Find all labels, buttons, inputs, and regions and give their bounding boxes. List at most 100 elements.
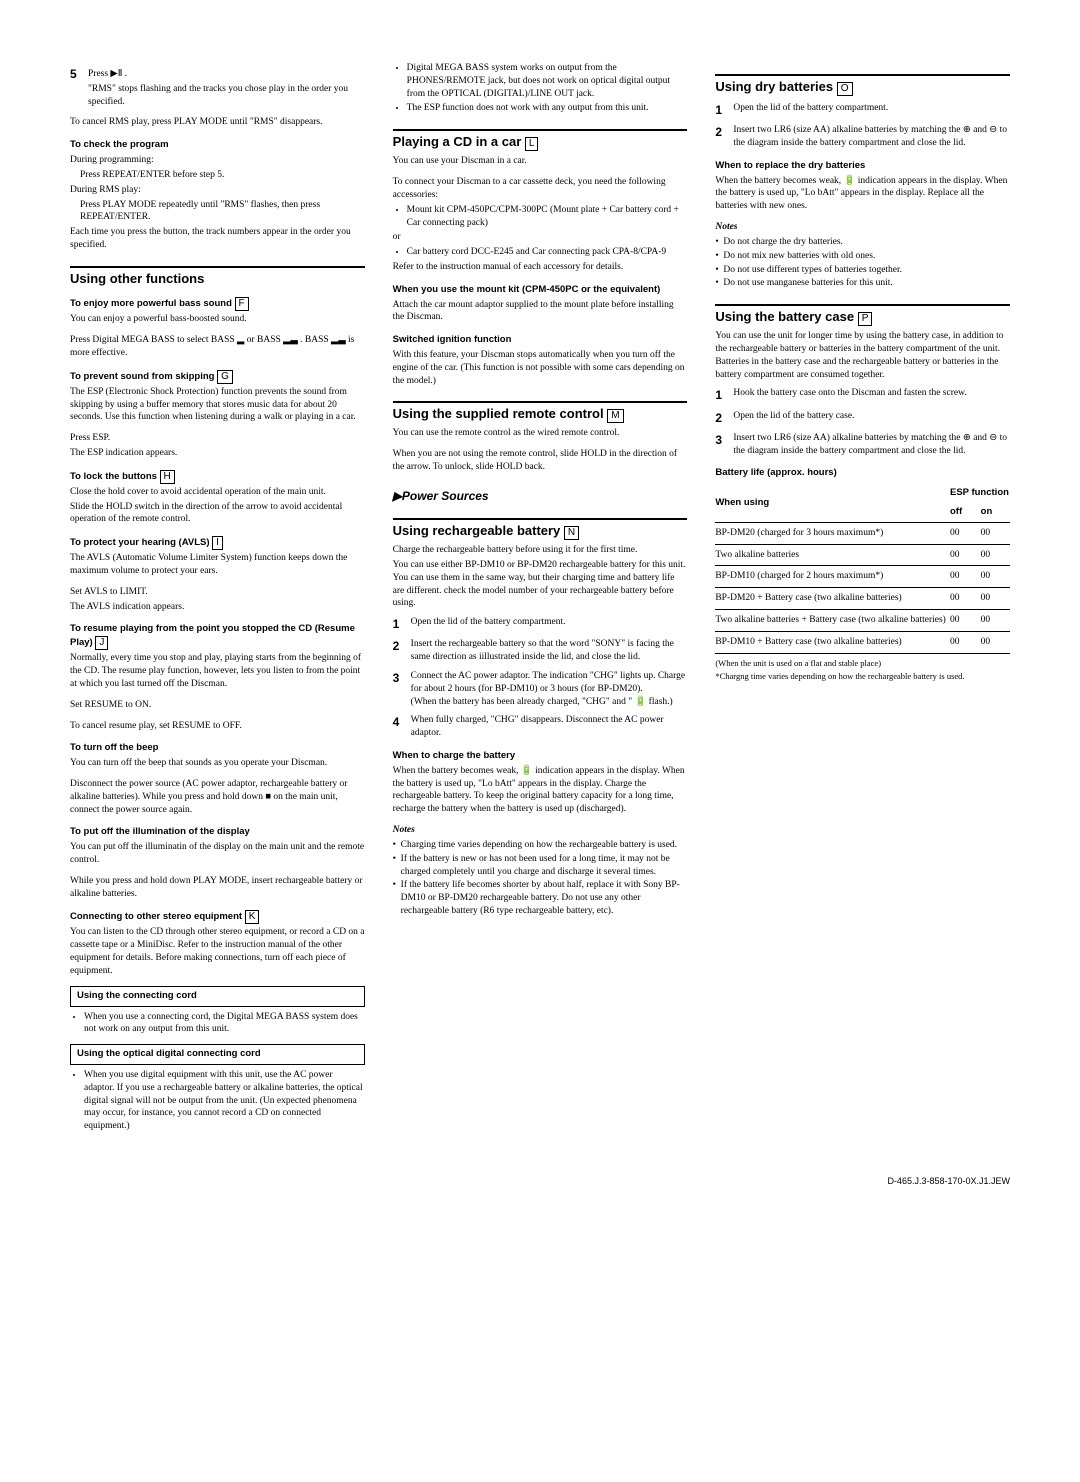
text: While you press and hold down PLAY MODE,… bbox=[70, 875, 365, 901]
note: Do not use manganese batteries for this … bbox=[715, 277, 1010, 290]
ref-letter-m: M bbox=[607, 409, 623, 423]
text: The ESP function does not work with any … bbox=[407, 102, 688, 115]
step-3: 3Connect the AC power adaptor. The indic… bbox=[393, 670, 688, 708]
remote-heading: Using the supplied remote control M bbox=[393, 401, 688, 423]
avls-heading: To protect your hearing (AVLS) I bbox=[70, 536, 365, 550]
text: You can turn off the beep that sounds as… bbox=[70, 757, 365, 770]
text: The ESP (Electronic Shock Protection) fu… bbox=[70, 386, 365, 424]
text: Each time you press the button, the trac… bbox=[70, 226, 365, 252]
battery-case-heading: Using the battery case P bbox=[715, 304, 1010, 326]
note: Do not charge the dry batteries. bbox=[715, 236, 1010, 249]
ref-letter-j: J bbox=[95, 636, 108, 650]
text: Press REPEAT/ENTER before step 5. bbox=[70, 169, 365, 182]
text: Connect the AC power adaptor. The indica… bbox=[411, 671, 685, 694]
footer-code: D-465.J.3-858-170-0X.J1.JEW bbox=[70, 1175, 1010, 1187]
battery-life-heading: Battery life (approx. hours) bbox=[715, 467, 1010, 480]
text: (When the battery has been already charg… bbox=[411, 697, 673, 707]
step-5: 5 Press ▶Ⅱ . "RMS" stops flashing and th… bbox=[70, 66, 365, 110]
label: To enjoy more powerful bass sound bbox=[70, 298, 232, 309]
dry-batteries-heading: Using dry batteries O bbox=[715, 74, 1010, 96]
ref-letter-l: L bbox=[525, 137, 539, 151]
ref-letter-k: K bbox=[245, 910, 260, 924]
step-4: 4When fully charged, "CHG" disappears. D… bbox=[393, 714, 688, 740]
th-off: off bbox=[950, 503, 981, 522]
illumination-heading: To put off the illumination of the displ… bbox=[70, 826, 365, 839]
ref-letter-h: H bbox=[160, 470, 175, 484]
label: To lock the buttons bbox=[70, 471, 157, 482]
text: You can use either BP-DM10 or BP-DM20 re… bbox=[393, 559, 688, 610]
step-text: Press ▶Ⅱ . bbox=[88, 68, 365, 81]
text: During RMS play: bbox=[70, 184, 365, 197]
text: The ESP indication appears. bbox=[70, 447, 365, 460]
text: Set RESUME to ON. bbox=[70, 699, 365, 712]
table-row: BP-DM10 + Battery case (two alkaline bat… bbox=[715, 631, 1010, 653]
text: Open the lid of the battery compartment. bbox=[411, 616, 566, 632]
table-footnote: (When the unit is used on a flat and sta… bbox=[715, 658, 1010, 669]
text: During programming: bbox=[70, 154, 365, 167]
replace-heading: When to replace the dry batteries bbox=[715, 160, 1010, 173]
note: Charging time varies depending on how th… bbox=[393, 839, 688, 852]
note: If the battery is new or has not been us… bbox=[393, 853, 688, 879]
step-2: 2Insert the rechargeable battery so that… bbox=[393, 638, 688, 664]
check-program-heading: To check the program bbox=[70, 139, 365, 152]
text: You can use the remote control as the wi… bbox=[393, 427, 688, 440]
connecting-cord-box: Using the connecting cord bbox=[70, 986, 365, 1007]
text: Charge the rechargeable battery before u… bbox=[393, 544, 688, 557]
text: Car battery cord DCC-E245 and Car connec… bbox=[407, 246, 688, 259]
label: Playing a CD in a car bbox=[393, 134, 522, 149]
text: Disconnect the power source (AC power ad… bbox=[70, 778, 365, 816]
text: Attach the car mount adaptor supplied to… bbox=[393, 299, 688, 325]
text: Set AVLS to LIMIT. bbox=[70, 586, 365, 599]
ignition-heading: Switched ignition function bbox=[393, 334, 688, 347]
using-other-functions-heading: Using other functions bbox=[70, 266, 365, 288]
text: Normally, every time you stop and play, … bbox=[70, 652, 365, 690]
label: Using rechargeable battery bbox=[393, 523, 561, 538]
step-3: 3Insert two LR6 (size AA) alkaline batte… bbox=[715, 432, 1010, 458]
column-3: Using dry batteries O 1Open the lid of t… bbox=[715, 60, 1010, 1135]
text: Insert two LR6 (size AA) alkaline batter… bbox=[733, 432, 1010, 458]
text: Hook the battery case onto the Discman a… bbox=[733, 387, 966, 403]
text: You can use your Discman in a car. bbox=[393, 155, 688, 168]
text: When the battery becomes weak, 🔋 indicat… bbox=[393, 765, 688, 816]
text: You can put off the illuminatin of the d… bbox=[70, 841, 365, 867]
text: To connect your Discman to a car cassett… bbox=[393, 176, 688, 202]
text: When the battery becomes weak, 🔋 indicat… bbox=[715, 175, 1010, 213]
text: Insert the rechargeable battery so that … bbox=[411, 638, 688, 664]
label: Using the battery case bbox=[715, 309, 854, 324]
column-2: Digital MEGA BASS system works on output… bbox=[393, 60, 688, 1135]
label: Using the supplied remote control bbox=[393, 406, 604, 421]
notes-heading: Notes bbox=[393, 824, 688, 837]
text: To cancel resume play, set RESUME to OFF… bbox=[70, 720, 365, 733]
text: When you use digital equipment with this… bbox=[84, 1069, 365, 1133]
text: The AVLS indication appears. bbox=[70, 601, 365, 614]
ref-letter-p: P bbox=[858, 312, 873, 326]
battery-life-table: When using ESP function off on BP-DM20 (… bbox=[715, 484, 1010, 654]
table-row: BP-DM20 + Battery case (two alkaline bat… bbox=[715, 588, 1010, 610]
th-esp: ESP function bbox=[950, 484, 1010, 503]
text: or bbox=[393, 231, 688, 244]
text: When you are not using the remote contro… bbox=[393, 448, 688, 474]
step-1: 1Hook the battery case onto the Discman … bbox=[715, 387, 1010, 403]
table-row: BP-DM20 (charged for 3 hours maximum*)00… bbox=[715, 522, 1010, 544]
table-row: Two alkaline batteries + Battery case (t… bbox=[715, 610, 1010, 632]
step-2: 2Open the lid of the battery case. bbox=[715, 410, 1010, 426]
text: Press ESP. bbox=[70, 432, 365, 445]
text: Insert two LR6 (size AA) alkaline batter… bbox=[733, 124, 1010, 150]
connect-heading: Connecting to other stereo equipment K bbox=[70, 910, 365, 924]
table-footnote: *Chargng time varies depending on how th… bbox=[715, 671, 1010, 682]
text: When you use a connecting cord, the Digi… bbox=[84, 1011, 365, 1037]
cancel-rms: To cancel RMS play, press PLAY MODE unti… bbox=[70, 116, 365, 129]
skip-heading: To prevent sound from skipping G bbox=[70, 370, 365, 384]
step-2: 2Insert two LR6 (size AA) alkaline batte… bbox=[715, 124, 1010, 150]
step-1: 1Open the lid of the battery compartment… bbox=[715, 102, 1010, 118]
lock-heading: To lock the buttons H bbox=[70, 470, 365, 484]
text: You can listen to the CD through other s… bbox=[70, 926, 365, 977]
table-row: BP-DM10 (charged for 2 hours maximum*)00… bbox=[715, 566, 1010, 588]
label: Using dry batteries bbox=[715, 79, 833, 94]
optical-cord-box: Using the optical digital connecting cor… bbox=[70, 1044, 365, 1065]
step-num: 5 bbox=[70, 66, 82, 110]
resume-heading: To resume playing from the point you sto… bbox=[70, 623, 365, 650]
text: Open the lid of the battery compartment. bbox=[733, 102, 888, 118]
charge-heading: When to charge the battery bbox=[393, 750, 688, 763]
text: When fully charged, "CHG" disappears. Di… bbox=[411, 714, 688, 740]
